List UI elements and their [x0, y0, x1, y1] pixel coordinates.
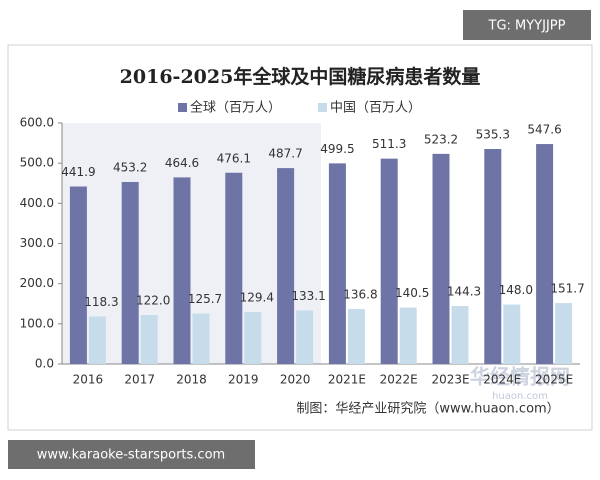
data-label: 129.4 — [240, 291, 274, 305]
y-tick-label: 200.0 — [20, 276, 54, 290]
data-label: 144.3 — [447, 285, 481, 299]
x-tick-label: 2023E — [431, 373, 469, 387]
bar — [225, 172, 243, 364]
x-tick-label: 2018 — [176, 373, 207, 387]
bar — [192, 313, 210, 364]
legend-swatch — [318, 103, 327, 112]
bar — [536, 144, 554, 364]
x-tick-label: 2024E — [483, 373, 521, 387]
bar — [277, 168, 295, 364]
bar — [503, 304, 521, 364]
bar — [347, 309, 365, 364]
watermark: www.karaoke-starsports.com — [37, 448, 225, 463]
bar — [140, 314, 158, 364]
data-label: 136.8 — [343, 288, 377, 302]
bar — [451, 306, 469, 364]
data-label: 148.0 — [499, 283, 533, 297]
bar — [69, 186, 87, 364]
watermark-box — [463, 10, 591, 40]
y-tick-label: 500.0 — [20, 156, 54, 170]
legend-label: 中国（百万人） — [330, 101, 421, 116]
watermark: TG: MYYJJPP — [488, 19, 566, 34]
bar — [484, 148, 502, 364]
y-tick-label: 600.0 — [20, 116, 54, 130]
data-label: 125.7 — [188, 292, 222, 306]
bar — [432, 153, 450, 364]
data-label: 122.0 — [136, 293, 170, 307]
data-label: 535.3 — [476, 127, 510, 141]
chart-title: 2016-2025年全球及中国糖尿病患者数量 — [120, 65, 481, 88]
bar — [88, 316, 106, 364]
legend-label: 全球（百万人） — [190, 100, 281, 116]
data-label: 133.1 — [291, 289, 325, 303]
bar — [399, 307, 417, 364]
bar — [244, 312, 262, 364]
y-tick-label: 100.0 — [20, 316, 54, 330]
data-label: 151.7 — [550, 282, 584, 296]
watermark: 华经情报网 — [470, 365, 570, 389]
data-label: 476.1 — [217, 151, 251, 165]
bar — [296, 310, 314, 364]
data-label: 453.2 — [113, 160, 147, 174]
watermark: huaon.com — [492, 391, 548, 402]
bar — [555, 303, 573, 364]
legend-swatch — [178, 103, 187, 112]
watermark-box — [8, 440, 255, 469]
bar — [380, 158, 398, 364]
data-label: 511.3 — [372, 137, 406, 151]
x-tick-label: 2019 — [228, 373, 259, 387]
data-label: 441.9 — [61, 165, 95, 179]
data-label: 523.2 — [424, 132, 458, 146]
x-tick-label: 2021E — [328, 373, 366, 387]
x-tick-label: 2016 — [73, 373, 104, 387]
data-label: 499.5 — [320, 142, 354, 156]
bar — [328, 163, 346, 364]
x-tick-label: 2025E — [535, 373, 573, 387]
x-tick-label: 2020 — [280, 373, 311, 387]
bar — [121, 181, 139, 364]
x-tick-label: 2022E — [380, 373, 418, 387]
y-tick-label: 400.0 — [20, 196, 54, 210]
data-label: 487.7 — [268, 147, 302, 161]
y-tick-label: 300.0 — [20, 236, 54, 250]
source: 制图：华经产业研究院（www.huaon.com） — [296, 402, 559, 417]
y-tick-label: 0.0 — [35, 357, 54, 371]
data-label: 118.3 — [84, 295, 118, 309]
data-label: 547.6 — [527, 123, 561, 137]
x-tick-label: 2017 — [124, 373, 155, 387]
bar — [173, 177, 191, 364]
data-label: 140.5 — [395, 286, 429, 300]
data-label: 464.6 — [165, 156, 199, 170]
